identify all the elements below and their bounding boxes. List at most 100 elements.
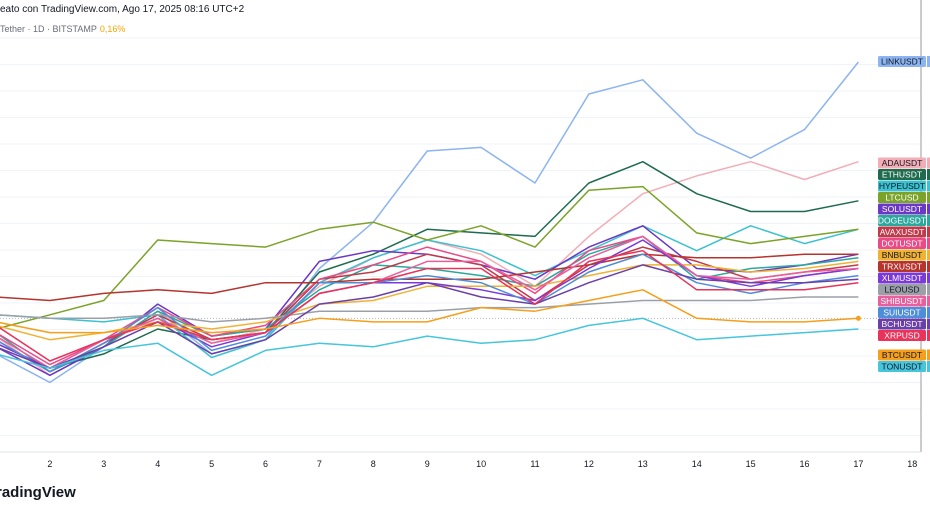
legend-tag[interactable]: BNBUSDT	[878, 249, 930, 261]
series-line	[0, 296, 859, 323]
legend-tag-label: SUIUSDT	[883, 308, 920, 318]
x-tick-label: 10	[476, 459, 486, 469]
legend-tag-label: XRPUSD	[884, 331, 919, 341]
legend-tag-background	[878, 226, 926, 238]
x-tick-label: 11	[530, 459, 539, 469]
legend-tag-background	[878, 192, 926, 203]
legend-tag[interactable]: TONUSDT	[878, 361, 930, 372]
legend-tag[interactable]: ETHUSDT	[878, 169, 930, 180]
legend-tag-background	[878, 215, 926, 226]
legend-value-stub	[927, 169, 930, 180]
legend-tag-background	[878, 249, 926, 261]
tradingview-logo[interactable]: radingView	[0, 484, 76, 501]
legend-tag[interactable]: SOLUSDT	[878, 203, 930, 215]
legend-tag-label: SHIBUSDT	[881, 296, 924, 306]
legend-tag-label: BCHUSDT	[881, 319, 922, 329]
legend-tag-background	[878, 307, 926, 318]
series-line	[0, 235, 859, 366]
x-tick-label: 5	[209, 459, 214, 469]
legend-tag-label: ETHUSDT	[882, 170, 922, 180]
legend-value-stub	[927, 307, 930, 318]
x-tick-label: 15	[746, 459, 756, 469]
series-line	[0, 249, 859, 362]
series-line	[0, 289, 859, 334]
legend-tag[interactable]: SHIBUSDT	[878, 295, 930, 307]
legend-tag-label: BTCUSDT	[882, 350, 922, 360]
legend-value-stub	[927, 192, 930, 203]
x-tick-label: 8	[371, 459, 376, 469]
legend-value-stub	[927, 226, 930, 238]
legend-value-stub	[927, 203, 930, 215]
legend-value-stub	[927, 180, 930, 192]
x-tick-label: 18	[907, 459, 917, 469]
series-line	[0, 246, 859, 373]
legend-tag-background	[878, 330, 926, 341]
legend-tag[interactable]: TRXUSDT	[878, 261, 930, 272]
legend-tag-background	[878, 295, 926, 307]
legend-tag[interactable]: LTCUSD	[878, 192, 930, 203]
legend-value-stub	[927, 238, 930, 249]
legend-tag-background	[878, 238, 926, 249]
legend-tag-background	[878, 272, 926, 284]
legend-tag-label: DOGEUSDT	[878, 216, 926, 226]
series-line	[0, 264, 859, 369]
legend-value-stub	[927, 215, 930, 226]
legend-tag[interactable]: HYPEUSDT	[878, 180, 930, 192]
legend-value-stub	[927, 330, 930, 341]
symbol-change: 0,16%	[99, 24, 126, 34]
x-tick-label: 6	[263, 459, 268, 469]
legend-tag[interactable]: AVAXUSDT	[878, 226, 930, 238]
legend-value-stub	[927, 157, 930, 169]
legend-tag-label: HYPEUSDT	[879, 181, 925, 191]
series-line	[0, 160, 859, 369]
x-tick-label: 12	[584, 459, 594, 469]
legend-tag[interactable]: BCHUSDT	[878, 318, 930, 330]
x-tick-label: 17	[853, 459, 863, 469]
series-line	[0, 235, 859, 373]
legend-tag[interactable]: DOTUSDT	[878, 238, 930, 249]
legend-tag[interactable]: LEOUSD	[878, 284, 930, 295]
legend-tag-label: LTCUSD	[885, 193, 918, 203]
series-line	[0, 253, 859, 302]
series-line	[0, 253, 859, 373]
legend-value-stub	[927, 295, 930, 307]
legend-tag-label: ADAUSDT	[882, 158, 923, 168]
legend-tag[interactable]: XLMUSDT	[878, 272, 930, 284]
x-axis-ticks: o23456789101112131415161718	[47, 459, 917, 469]
legend-value-stub	[927, 272, 930, 284]
legend-tag-background	[878, 261, 926, 272]
legend-tag[interactable]: DOGEUSDT	[878, 215, 930, 226]
legend-value-stub	[927, 261, 930, 272]
legend-tag-label: TONUSDT	[882, 362, 923, 372]
x-tick-label: 14	[692, 459, 702, 469]
legend-tag[interactable]: ADAUSDT	[878, 157, 930, 169]
legend-tag[interactable]: LINKUSDT	[878, 56, 930, 67]
legend-tag-label: LEOUSD	[885, 285, 920, 295]
series-lines	[0, 61, 861, 384]
x-tick-label: 4	[155, 459, 160, 469]
legend-value-stub	[927, 56, 930, 67]
legend-value-stub	[927, 284, 930, 295]
x-tick-label: 13	[638, 459, 648, 469]
legend-tag[interactable]: BTCUSDT	[878, 349, 930, 361]
last-value-dot	[855, 315, 861, 321]
series-line	[0, 239, 859, 369]
legend-tag-label: DOTUSDT	[881, 239, 922, 249]
legend-tag[interactable]: SUIUSDT	[878, 307, 930, 318]
legend-value-stub	[927, 249, 930, 261]
legend-value-stub	[927, 318, 930, 330]
legend-tag-background	[878, 56, 926, 67]
legend-tag-label: LINKUSDT	[881, 57, 923, 67]
legend-tag-background	[878, 180, 926, 192]
chart-attribution: eato con TradingView.com, Ago 17, 2025 0…	[0, 4, 245, 15]
legend-tag-label: BNBUSDT	[882, 250, 923, 260]
x-tick-label: 3	[101, 459, 106, 469]
legend-value-stub	[927, 361, 930, 372]
legend-tag[interactable]: XRPUSD	[878, 330, 930, 341]
legend-tag-label: TRXUSDT	[882, 262, 922, 272]
legend-tag-label: SOLUSDT	[882, 204, 922, 214]
grid	[0, 37, 921, 436]
x-tick-label: 16	[799, 459, 809, 469]
